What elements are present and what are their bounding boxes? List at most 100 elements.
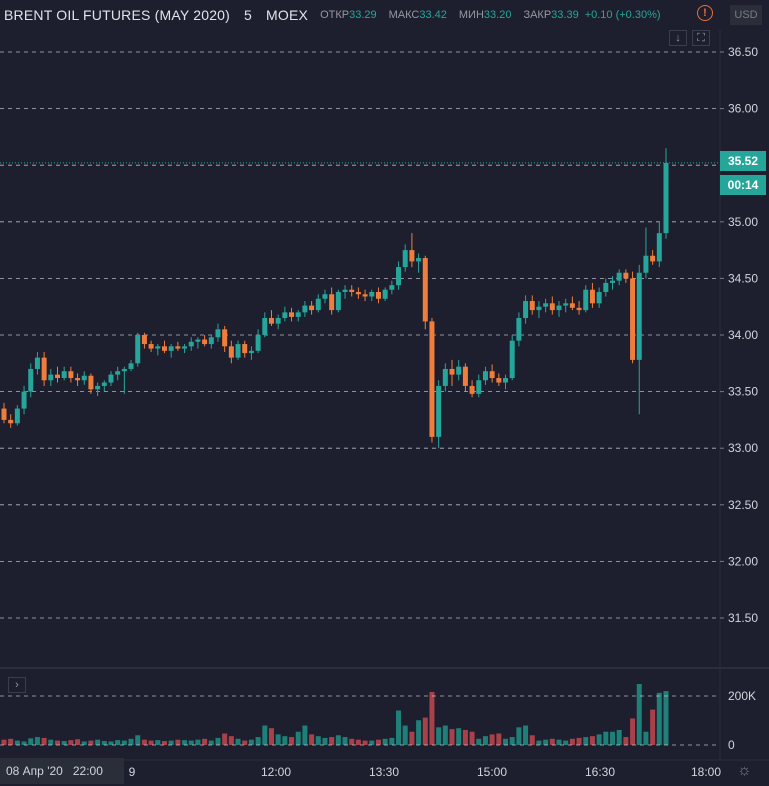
- candle-body[interactable]: [543, 303, 549, 307]
- candle-body[interactable]: [168, 346, 174, 351]
- candle-body[interactable]: [75, 378, 81, 381]
- time-axis[interactable]: 9 12:00 13:30 15:00 16:30 18:00: [129, 765, 722, 779]
- candle-body[interactable]: [61, 371, 67, 379]
- candle-body[interactable]: [54, 374, 60, 379]
- candle-body[interactable]: [476, 380, 482, 394]
- candle-body[interactable]: [182, 346, 188, 349]
- candle-body[interactable]: [349, 289, 355, 292]
- candle-body[interactable]: [302, 305, 308, 313]
- candle-body[interactable]: [362, 294, 368, 297]
- candle-body[interactable]: [101, 382, 107, 386]
- candle-body[interactable]: [128, 363, 134, 369]
- candle-body[interactable]: [275, 318, 281, 324]
- candle-body[interactable]: [449, 368, 455, 375]
- candle-body[interactable]: [329, 294, 335, 311]
- candle-body[interactable]: [589, 289, 595, 304]
- candle-body[interactable]: [81, 375, 87, 381]
- candle-body[interactable]: [262, 318, 268, 335]
- candle-body[interactable]: [248, 350, 254, 354]
- candle-body[interactable]: [68, 371, 74, 379]
- candle-body[interactable]: [355, 291, 361, 295]
- candle-body[interactable]: [268, 318, 274, 324]
- candle-body[interactable]: [442, 368, 448, 386]
- price-axis[interactable]: 36.5036.0035.5035.0034.5034.0033.5033.00…: [720, 45, 758, 625]
- candle-body[interactable]: [549, 303, 555, 311]
- candle-body[interactable]: [436, 385, 442, 437]
- candle-body[interactable]: [596, 291, 602, 304]
- scroll-down-icon[interactable]: ↓: [669, 30, 687, 46]
- candle-body[interactable]: [416, 258, 422, 262]
- candle-body[interactable]: [48, 374, 54, 381]
- candle-body[interactable]: [576, 307, 582, 311]
- candle-body[interactable]: [141, 335, 147, 345]
- candle-body[interactable]: [215, 329, 221, 338]
- candle-body[interactable]: [630, 278, 636, 360]
- symbol-name[interactable]: BRENT OIL FUTURES (MAY 2020): [4, 7, 231, 23]
- candle-body[interactable]: [663, 162, 669, 234]
- candle-body[interactable]: [509, 340, 515, 379]
- candle-body[interactable]: [335, 291, 341, 311]
- candle-body[interactable]: [41, 357, 47, 381]
- volume-bars[interactable]: [1, 684, 669, 745]
- candle-body[interactable]: [135, 335, 141, 364]
- candle-body[interactable]: [503, 378, 509, 383]
- candle-body[interactable]: [148, 344, 154, 349]
- candle-body[interactable]: [489, 371, 495, 379]
- candle-body[interactable]: [14, 408, 20, 424]
- candle-body[interactable]: [422, 258, 428, 322]
- candle-body[interactable]: [603, 282, 609, 292]
- candle-body[interactable]: [496, 378, 502, 383]
- candle-body[interactable]: [616, 272, 622, 281]
- candle-body[interactable]: [342, 289, 348, 292]
- expand-arrow-icon[interactable]: ›: [8, 677, 26, 693]
- candle-body[interactable]: [462, 366, 468, 386]
- candle-body[interactable]: [121, 368, 127, 372]
- candle-body[interactable]: [28, 368, 34, 392]
- candle-body[interactable]: [208, 337, 214, 345]
- candle-body[interactable]: [643, 255, 649, 273]
- candle-body[interactable]: [155, 346, 161, 349]
- candle-body[interactable]: [195, 339, 201, 342]
- candle-body[interactable]: [402, 250, 408, 268]
- candle-body[interactable]: [115, 371, 121, 375]
- candle-body[interactable]: [34, 357, 40, 369]
- candle-body[interactable]: [228, 346, 234, 358]
- candle-body[interactable]: [289, 312, 295, 317]
- candle-body[interactable]: [21, 391, 27, 409]
- candles[interactable]: [1, 148, 669, 449]
- candle-body[interactable]: [636, 272, 642, 360]
- fullscreen-icon[interactable]: ⛶: [692, 30, 710, 46]
- candle-body[interactable]: [529, 301, 535, 311]
- candle-body[interactable]: [650, 255, 656, 262]
- candle-body[interactable]: [322, 294, 328, 299]
- candle-body[interactable]: [563, 303, 569, 306]
- candle-body[interactable]: [188, 341, 194, 347]
- candle-body[interactable]: [161, 346, 167, 351]
- candle-body[interactable]: [295, 312, 301, 317]
- candle-body[interactable]: [516, 318, 522, 341]
- candle-body[interactable]: [255, 335, 261, 351]
- candle-body[interactable]: [656, 233, 662, 262]
- candle-body[interactable]: [456, 366, 462, 375]
- candle-body[interactable]: [108, 374, 114, 383]
- interval-label[interactable]: 5: [244, 7, 253, 23]
- currency-label[interactable]: USD: [730, 5, 762, 25]
- candle-body[interactable]: [429, 321, 435, 437]
- candle-body[interactable]: [569, 303, 575, 308]
- candle-body[interactable]: [623, 272, 629, 279]
- candle-body[interactable]: [282, 312, 288, 319]
- candle-body[interactable]: [610, 280, 616, 283]
- candle-body[interactable]: [482, 371, 488, 381]
- candle-body[interactable]: [95, 385, 101, 390]
- settings-gear-icon[interactable]: ☼: [737, 762, 752, 779]
- candle-body[interactable]: [175, 346, 181, 349]
- candle-body[interactable]: [523, 301, 529, 319]
- candle-body[interactable]: [235, 344, 241, 358]
- candle-body[interactable]: [469, 385, 475, 394]
- candle-body[interactable]: [242, 344, 248, 354]
- candle-body[interactable]: [382, 289, 388, 299]
- candle-body[interactable]: [409, 250, 415, 262]
- candle-body[interactable]: [375, 291, 381, 299]
- candle-body[interactable]: [396, 267, 402, 286]
